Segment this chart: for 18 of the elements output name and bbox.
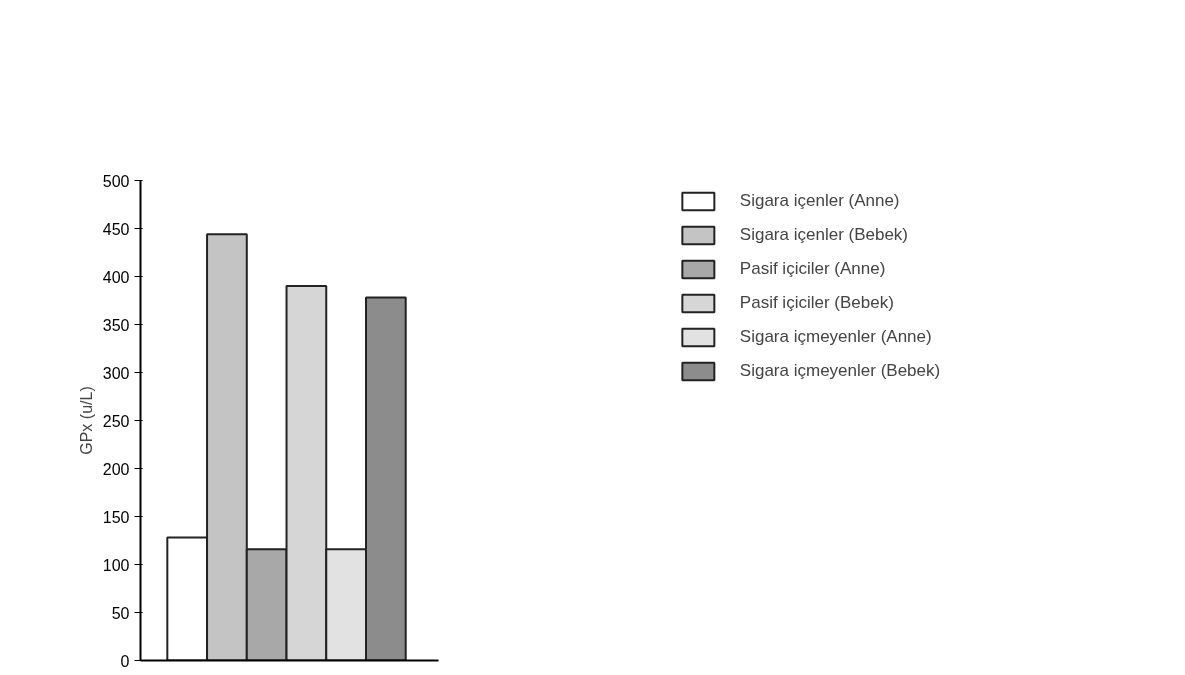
legend-label: Sigara içmeyenler (Bebek) [739,361,941,381]
y-tick-label: 0 [120,652,130,670]
legend-label: Pasif içiciler (Bebek) [739,293,894,313]
legend-label: Pasif içiciler (Anne) [739,259,886,279]
legend-label: Sigara içenler (Bebek) [739,225,909,245]
y-tick-label: 100 [102,556,130,574]
y-tick-label: 50 [111,604,130,622]
y-axis-title: GPx (u/L) [77,386,95,455]
y-tick-label: 150 [102,508,130,526]
y-tick-label: 450 [102,220,130,238]
y-tick-label: 300 [102,364,130,382]
legend-label: Sigara içmeyenler (Anne) [739,327,932,347]
y-tick-label: 500 [102,172,130,190]
y-tick-label: 250 [102,412,130,430]
y-tick-label: 200 [102,460,130,478]
y-tick-label: 350 [102,316,130,334]
y-tick-label: 400 [102,268,130,286]
legend-label: Sigara içenler (Anne) [739,191,900,211]
